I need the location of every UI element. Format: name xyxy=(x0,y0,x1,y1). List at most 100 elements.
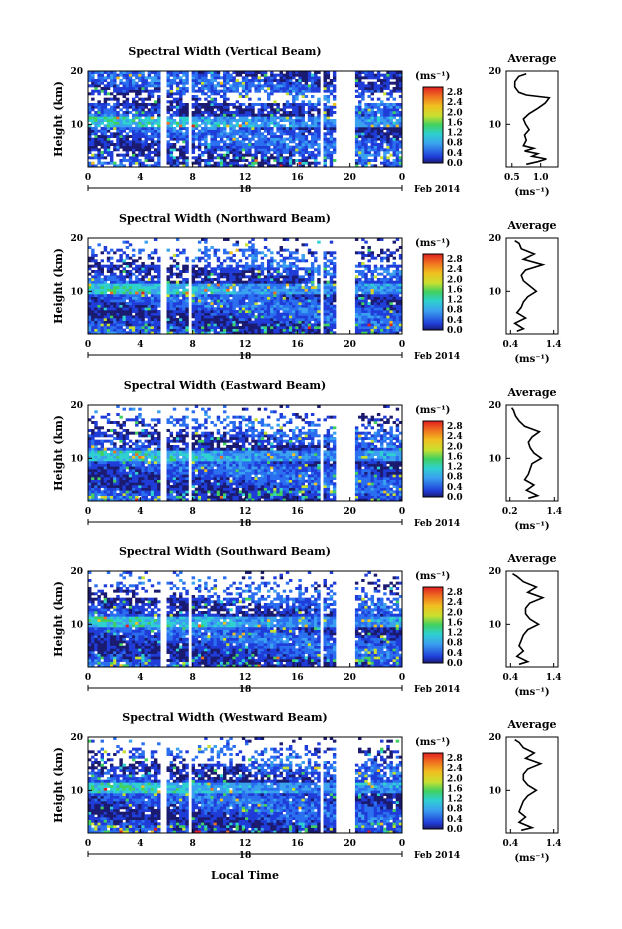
average-x-label: (ms⁻¹) xyxy=(514,687,549,698)
average-frame xyxy=(505,237,559,335)
x-tick-label: 0 xyxy=(85,839,91,849)
colorbar-label: (ms⁻¹) xyxy=(415,238,450,249)
colorbar xyxy=(422,752,444,830)
average-y-tick-label: 20 xyxy=(488,733,501,743)
colorbar-tick-label: 1.6 xyxy=(447,618,463,628)
average-y-tick-label: 20 xyxy=(488,567,501,577)
average-profile-line xyxy=(510,407,543,500)
x-tick-label: 0 xyxy=(399,340,405,350)
panel-title: Spectral Width (Eastward Beam) xyxy=(124,379,326,392)
y-tick-label: 20 xyxy=(70,733,83,743)
colorbar-tick-label: 0.0 xyxy=(447,825,463,835)
average-y-tick-label: 10 xyxy=(488,786,501,796)
average-frame xyxy=(505,70,559,168)
colorbar-tick-label: 0.4 xyxy=(447,815,463,825)
colorbar-tick-label: 0.4 xyxy=(447,316,463,326)
colorbar-tick-label: 0.4 xyxy=(447,149,463,159)
average-x-label: (ms⁻¹) xyxy=(514,187,549,198)
day-label: 18 xyxy=(239,519,252,529)
colorbar-tick-label: 0.8 xyxy=(447,805,463,815)
x-tick-label: 8 xyxy=(190,507,196,517)
heatmap xyxy=(88,71,403,168)
date-label: Feb 2014 xyxy=(414,352,460,362)
average-x-label: (ms⁻¹) xyxy=(514,354,549,365)
colorbar xyxy=(422,586,444,664)
x-tick-label: 16 xyxy=(291,340,304,350)
colorbar-tick-label: 2.8 xyxy=(447,255,463,265)
colorbar-tick-label: 2.0 xyxy=(447,608,463,618)
average-title: Average xyxy=(506,718,556,731)
average-x-tick-label: 0.4 xyxy=(502,673,518,683)
y-axis-label: Height (km) xyxy=(52,581,65,657)
average-x-tick-label: 1.4 xyxy=(546,673,562,683)
colorbar xyxy=(422,253,444,331)
average-x-tick-label: 0.5 xyxy=(504,173,520,183)
colorbar-tick-label: 2.4 xyxy=(447,265,463,275)
average-profile-line xyxy=(513,240,546,333)
x-tick-label: 4 xyxy=(137,173,143,183)
y-axis-label: Height (km) xyxy=(52,415,65,491)
average-x-label: (ms⁻¹) xyxy=(514,521,549,532)
x-tick-label: 8 xyxy=(190,839,196,849)
x-tick-label: 16 xyxy=(291,673,304,683)
colorbar-label: (ms⁻¹) xyxy=(415,571,450,582)
y-tick-label: 10 xyxy=(70,287,83,297)
heatmap xyxy=(88,405,403,502)
colorbar-tick-label: 0.8 xyxy=(447,639,463,649)
x-tick-label: 0 xyxy=(85,173,91,183)
colorbar-tick-label: 2.8 xyxy=(447,588,463,598)
x-tick-label: 20 xyxy=(343,173,356,183)
x-tick-label: 4 xyxy=(137,839,143,849)
colorbar-tick-label: 2.0 xyxy=(447,108,463,118)
heatmap xyxy=(88,238,403,335)
colorbar-label: (ms⁻¹) xyxy=(415,71,450,82)
x-tick-label: 0 xyxy=(399,507,405,517)
x-tick-label: 20 xyxy=(343,340,356,350)
panel-vertical: Spectral Width (Vertical Beam) Height (km… xyxy=(52,45,559,198)
x-tick-label: 16 xyxy=(291,839,304,849)
colorbar-tick-label: 2.4 xyxy=(447,432,463,442)
colorbar-tick-label: 0.8 xyxy=(447,139,463,149)
colorbar-tick-label: 2.4 xyxy=(447,598,463,608)
average-frame xyxy=(505,736,559,834)
x-tick-label: 0 xyxy=(85,340,91,350)
y-tick-label: 10 xyxy=(70,454,83,464)
colorbar xyxy=(422,86,444,164)
y-tick-label: 20 xyxy=(70,234,83,244)
average-profile-line xyxy=(513,72,551,166)
x-tick-label: 0 xyxy=(399,173,405,183)
average-profile-line xyxy=(512,573,546,666)
average-y-tick-label: 20 xyxy=(488,234,501,244)
x-tick-label: 4 xyxy=(137,507,143,517)
date-label: Feb 2014 xyxy=(414,685,460,695)
y-tick-label: 10 xyxy=(70,620,83,630)
x-tick-label: 8 xyxy=(190,340,196,350)
panel-westward: Spectral Width (Westward Beam) Height (km… xyxy=(52,711,562,864)
average-title: Average xyxy=(506,219,556,232)
y-tick-label: 20 xyxy=(70,67,83,77)
average-profile-line xyxy=(514,739,543,832)
colorbar-label: (ms⁻¹) xyxy=(415,405,450,416)
y-tick-label: 20 xyxy=(70,567,83,577)
y-tick-label: 10 xyxy=(70,120,83,130)
average-title: Average xyxy=(506,52,556,65)
colorbar-tick-label: 1.6 xyxy=(447,118,463,128)
x-tick-label: 16 xyxy=(291,507,304,517)
colorbar-label: (ms⁻¹) xyxy=(415,737,450,748)
average-x-tick-label: 1.4 xyxy=(546,340,562,350)
y-tick-label: 10 xyxy=(70,786,83,796)
colorbar-tick-label: 1.6 xyxy=(447,784,463,794)
colorbar-tick-label: 1.2 xyxy=(447,129,463,139)
colorbar-tick-label: 2.8 xyxy=(447,754,463,764)
average-title: Average xyxy=(506,386,556,399)
average-x-tick-label: 1.4 xyxy=(546,507,562,517)
x-tick-label: 4 xyxy=(137,340,143,350)
x-tick-label: 0 xyxy=(399,839,405,849)
panel-northward: Spectral Width (Northward Beam) Height (k… xyxy=(52,212,562,365)
date-label: Feb 2014 xyxy=(414,185,460,195)
average-frame xyxy=(505,404,559,502)
panel-southward: Spectral Width (Southward Beam) Height (k… xyxy=(52,545,562,698)
y-axis-label: Height (km) xyxy=(52,248,65,324)
panel-title: Spectral Width (Southward Beam) xyxy=(119,545,331,558)
